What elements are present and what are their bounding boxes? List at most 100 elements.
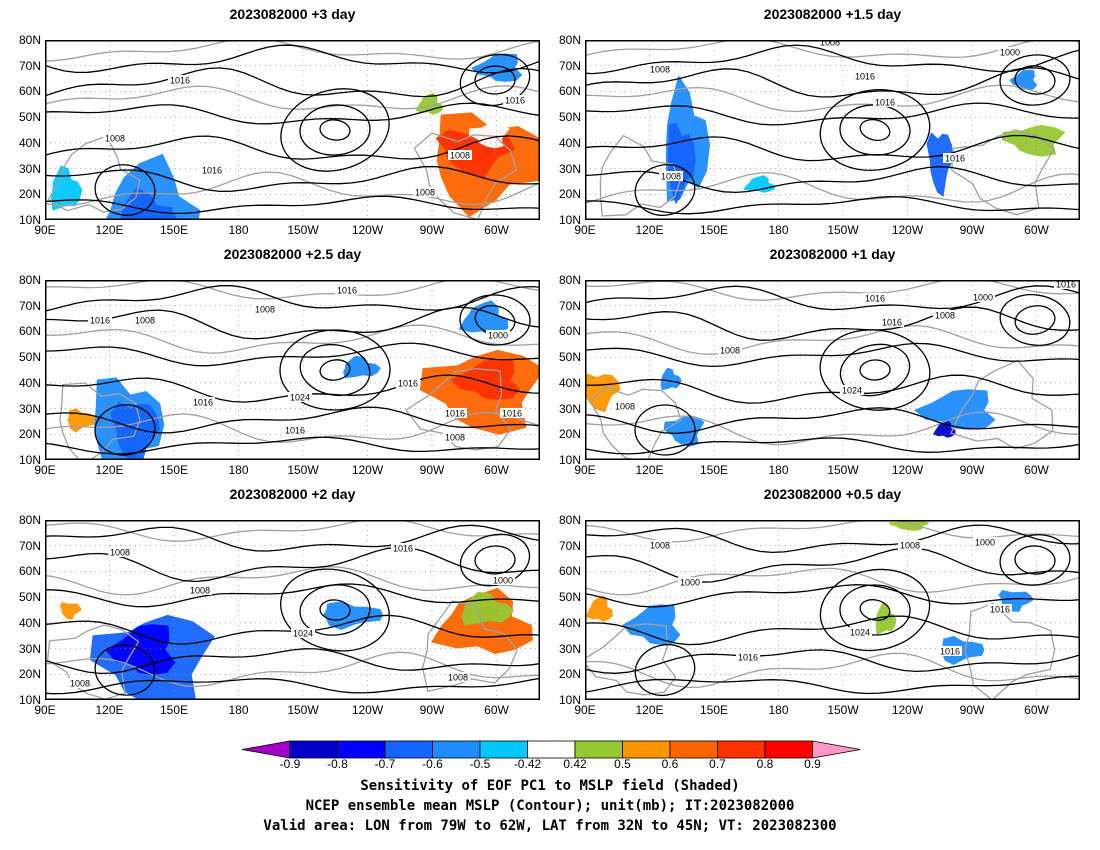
isobar-label: 1016 xyxy=(1056,280,1076,290)
lon-tick-label: 150W xyxy=(827,223,859,237)
isobar-label: 1008 xyxy=(661,172,681,182)
lon-tick-label: 180 xyxy=(768,703,789,717)
colorbar-tick-label: -0.42 xyxy=(513,757,542,771)
colorbar-tick-label: -0.7 xyxy=(374,757,396,771)
isobar-label: 1016 xyxy=(285,426,305,436)
colorbar-tick-label: 0.5 xyxy=(614,757,631,771)
lat-tick-label: 80N xyxy=(558,273,581,287)
map-canvas: 1008 1008 1008 1024 1016 1000 1008 xyxy=(45,520,540,700)
sensitivity-shade xyxy=(888,520,930,531)
lon-tick-label: 90W xyxy=(959,463,985,477)
sensitivity-shade xyxy=(450,359,521,400)
lat-tick-label: 30N xyxy=(558,161,581,176)
map-canvas: 1008 1008 1016 1016 1024 1000 1008 1016 xyxy=(585,280,1080,460)
isobar-label: 1016 xyxy=(990,605,1010,615)
isobar-label: 1016 xyxy=(193,398,213,408)
isobar-label: 1008 xyxy=(448,673,468,683)
sensitivity-shade xyxy=(914,389,996,430)
lat-tick-label: 30N xyxy=(558,401,581,416)
isobar-label: 1016 xyxy=(945,154,965,164)
isobar-label: 1008 xyxy=(190,586,210,596)
isobar-label: 1000 xyxy=(975,538,995,548)
lon-tick-label: 90E xyxy=(574,223,596,237)
lon-tick-label: 120E xyxy=(95,463,124,477)
sensitivity-shade xyxy=(59,602,82,620)
panel-title: 2023082000 +0.5 day xyxy=(763,486,902,502)
isobar-label: 1016 xyxy=(738,653,758,663)
sensitivity-map-panel: 1008 1008 1016 1016 1000 1016 1008 xyxy=(585,40,1080,220)
lat-tick-label: 60N xyxy=(18,564,41,579)
map-canvas: 1016 1008 1016 1016 1008 1008 xyxy=(45,40,540,220)
isobar-label: 1008 xyxy=(70,679,90,689)
lon-tick-label: 120E xyxy=(635,703,664,717)
colorbar-segment xyxy=(241,740,291,759)
colorbar-segment xyxy=(432,740,481,759)
lon-tick-label: 120E xyxy=(95,703,124,717)
lon-tick-label: 120W xyxy=(891,463,924,477)
sensitivity-map-panel: 1016 1008 1016 1016 1008 1008 xyxy=(45,40,540,220)
lat-tick-label: 50N xyxy=(558,110,581,125)
lon-tick-label: 60W xyxy=(1024,703,1049,717)
lat-tick-label: 50N xyxy=(558,350,581,365)
lat-tick-label: 10N xyxy=(18,213,41,227)
sensitivity-shade xyxy=(323,601,384,630)
lon-tick-label: 90W xyxy=(419,223,445,237)
colorbar-segment xyxy=(574,740,623,759)
lon-tick-label: 150W xyxy=(287,703,319,717)
isobar-label: 1008 xyxy=(105,134,125,144)
lon-tick-label: 150E xyxy=(159,463,189,477)
caption-line-1: Sensitivity of EOF PC1 to MSLP field (Sh… xyxy=(360,778,740,794)
lat-tick-label: 30N xyxy=(18,161,41,176)
sensitivity-map-panel: 1016 1008 1008 1016 1016 1024 1016 1016 1016 1000… xyxy=(45,280,540,460)
lat-tick-label: 30N xyxy=(558,641,581,656)
sensitivity-map-panel: 1008 1008 1016 1016 1024 1000 1008 1016 xyxy=(585,280,1080,460)
lon-tick-label: 90E xyxy=(574,463,596,477)
lon-tick-label: 120E xyxy=(635,463,664,477)
isobar-label: 1008 xyxy=(135,316,155,326)
lon-tick-label: 60W xyxy=(484,463,509,477)
isobar-label: 1008 xyxy=(650,65,670,75)
lon-tick-label: 150E xyxy=(159,223,189,237)
lat-tick-label: 70N xyxy=(18,298,41,313)
map-canvas: 1008 1008 1016 1016 1000 1016 1008 xyxy=(585,40,1080,220)
isobar-label: 1008 xyxy=(415,188,435,198)
isobar-label: 1024 xyxy=(293,629,313,639)
lat-tick-label: 40N xyxy=(18,615,41,630)
lat-tick-label: 20N xyxy=(558,427,581,442)
lon-tick-label: 90W xyxy=(959,223,985,237)
lat-tick-label: 20N xyxy=(18,667,41,682)
isobar-label: 1000 xyxy=(493,576,513,586)
lat-tick-label: 10N xyxy=(558,213,581,227)
lon-tick-label: 150E xyxy=(699,223,729,237)
colorbar-tick-label: 0.42 xyxy=(563,757,587,771)
lon-tick-label: 150W xyxy=(827,703,859,717)
lat-tick-label: 80N xyxy=(18,33,41,47)
isobar-label: 1008 xyxy=(900,541,920,551)
lat-tick-label: 60N xyxy=(558,84,581,99)
lat-tick-label: 60N xyxy=(558,324,581,339)
colorbar-segment xyxy=(764,740,813,759)
isobar-label: 1016 xyxy=(202,166,222,176)
colorbar-tick-label: -0.5 xyxy=(469,757,491,771)
sensitivity-shade xyxy=(120,187,177,220)
lat-tick-label: 20N xyxy=(558,187,581,202)
lat-tick-label: 50N xyxy=(18,110,41,125)
lon-tick-label: 60W xyxy=(1024,463,1049,477)
isobar-label: 1016 xyxy=(90,316,110,326)
sensitivity-shade xyxy=(585,373,621,413)
isobar-label: 1008 xyxy=(820,40,840,48)
lon-tick-label: 60W xyxy=(484,703,509,717)
lat-tick-label: 10N xyxy=(558,693,581,707)
lon-tick-label: 120W xyxy=(891,703,924,717)
panel-title: 2023082000 +2 day xyxy=(229,486,356,502)
sensitivity-map-panel: 1008 1000 1008 1000 1016 1024 1016 1016 xyxy=(585,520,1080,700)
lat-tick-label: 60N xyxy=(18,324,41,339)
lon-tick-label: 90E xyxy=(34,223,56,237)
isobar-label: 1000 xyxy=(680,578,700,588)
lat-tick-label: 30N xyxy=(18,641,41,656)
isobar-label: 1000 xyxy=(973,293,993,303)
lat-tick-label: 60N xyxy=(558,564,581,579)
isobar-label: 1016 xyxy=(502,409,522,419)
sensitivity-shade xyxy=(926,132,954,198)
panel-title: 2023082000 +1.5 day xyxy=(763,6,902,22)
